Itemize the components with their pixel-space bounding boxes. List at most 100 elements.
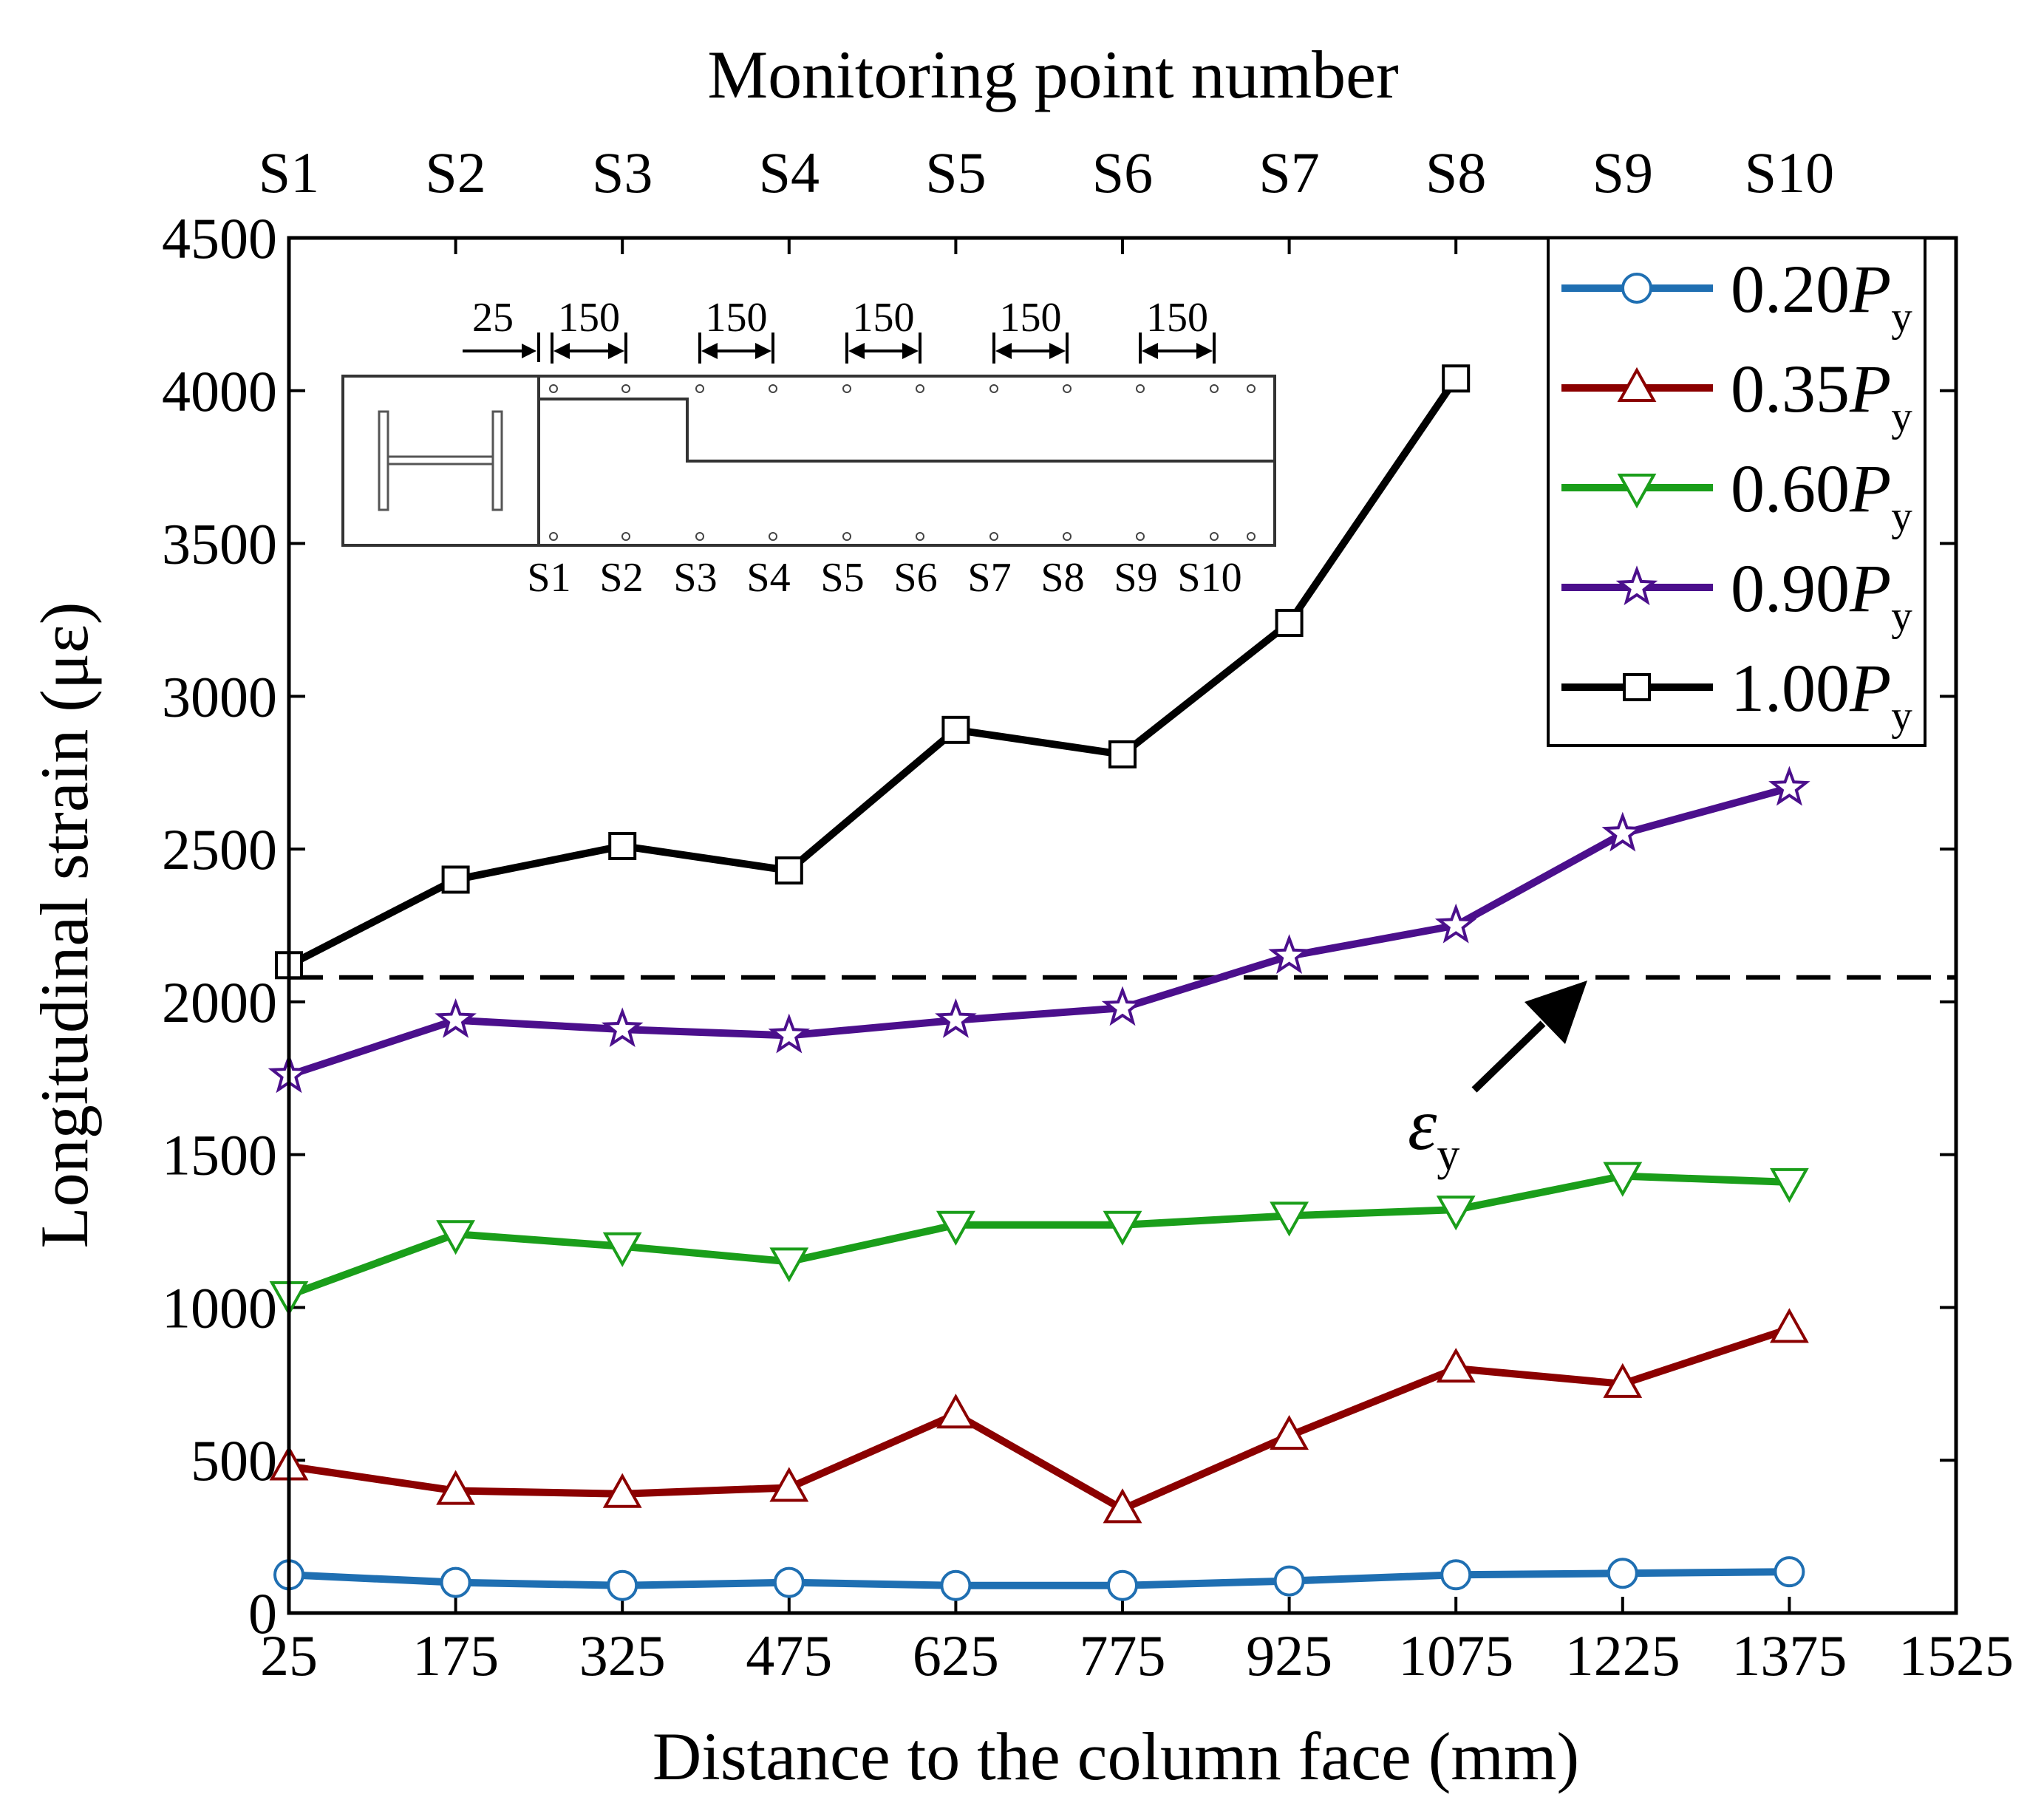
marker-triangle-up [936,1394,975,1429]
marker-triangle-down [436,1220,476,1255]
inset-gauge-top [769,384,777,393]
inset-gauge-bottom [916,532,924,541]
inset-gauge-top [916,384,924,393]
marker-triangle-down [769,1247,809,1283]
marker-triangle-down [1270,1201,1309,1237]
top-tick-label: S7 [1258,140,1319,205]
marker-triangle-down [936,1210,975,1246]
inset-dim-label: 150 [1146,295,1208,341]
top-tick-label: S5 [925,140,986,205]
legend-item: 0.20Py [1561,251,1912,341]
inset-gauge-bottom [842,532,851,541]
y-tick-label: 4000 [162,359,277,423]
y-tick-label: 3500 [162,512,277,576]
inset-gauge-bottom [549,532,558,541]
inset-dim-label: 25 [472,295,514,341]
marker-star [1601,811,1644,852]
marker-star [601,1007,644,1048]
legend-label: 0.35Py [1731,351,1912,440]
marker-star [768,1013,811,1054]
marker-square [608,831,637,860]
x-tick-label: 625 [913,1623,999,1688]
x-tick-label: 775 [1080,1623,1166,1688]
inset-gauge-bottom [1063,532,1072,541]
inset-gauge-top [1247,384,1256,393]
inset-dim-arrowhead [608,343,624,359]
plot-frame [287,236,1958,1615]
inset-dim-label: 150 [706,295,768,341]
legend-item: 1.00Py [1561,650,1912,740]
yield-label: εy [1408,1083,1459,1180]
x-tick-label: 475 [746,1623,832,1688]
inset-dim-arrowhead [1196,343,1213,359]
inset-gauge-top [1210,384,1219,393]
inset-point-label: S7 [967,555,1011,601]
inset-dim-arrowhead [995,343,1012,359]
series-line [287,376,1459,969]
top-tick-label: S9 [1592,140,1653,205]
x-tick-label: 25 [260,1623,318,1688]
marker-star [1615,565,1658,606]
inset-gauge-bottom [695,532,704,541]
marker-triangle-up [1769,1308,1809,1343]
inset-point-label: S4 [746,555,790,601]
y-tick-label: 1500 [162,1123,277,1187]
marker-triangle-up [1103,1488,1142,1524]
legend-item: 0.90Py [1561,550,1912,640]
x-tick-label: 1075 [1398,1623,1513,1688]
inset-dim-arrowhead [1049,343,1066,359]
inset-gauge-top [695,384,704,393]
inset-dim-arrowhead [848,343,865,359]
x-tick-label: 175 [412,1623,499,1688]
series-020Py [273,1556,1805,1601]
yield-arrow-shaft [1471,1020,1546,1093]
marker-triangle-up [769,1467,809,1502]
marker-triangle-up [1270,1415,1309,1450]
inset-gauge-top [1063,384,1072,393]
marker-circle [940,1569,972,1601]
x-tick-label: 925 [1246,1623,1332,1688]
inset-gauge-bottom [1136,532,1145,541]
y-tick-label: 500 [191,1428,277,1493]
inset-gauge-top [621,384,630,393]
inset-i-flange-left [378,410,389,511]
inset-point-label: S6 [893,555,937,601]
inset-point-label: S9 [1114,555,1157,601]
marker-circle [1273,1565,1305,1597]
marker-circle [1440,1559,1472,1591]
y-tick-label: 3000 [162,664,277,729]
y-tick-label: 1000 [162,1275,277,1340]
marker-triangle-down [602,1232,642,1267]
x-axis-title: Distance to the column face (mm) [653,1719,1579,1794]
marker-triangle-up [1617,366,1657,402]
marker-square [774,856,803,885]
legend-item: 0.60Py [1561,451,1912,540]
top-tick-label: S4 [759,140,820,205]
marker-star [935,998,977,1038]
top-tick-label: S6 [1092,140,1153,205]
inset-gauge-bottom [989,532,998,541]
x-tick-label: 1525 [1898,1623,2014,1688]
legend: 0.20Py 0.35Py 0.60Py 0.90Py 1.00Py [1547,236,1927,747]
inset-dim-arrowhead [553,343,570,359]
top-tick-label: S10 [1745,140,1834,205]
top-tick-label: S3 [592,140,653,205]
y-axis-title: Longitudinal strain (με) [27,602,102,1249]
series-060Py [269,1162,1809,1316]
marker-circle [1774,1556,1805,1588]
series-090Py [268,766,1810,1094]
inset-dim-arrowhead [1142,343,1158,359]
inset-gauge-bottom [621,532,630,541]
inset-dim-arrowhead [755,343,771,359]
marker-triangle-down [1603,1162,1643,1197]
marker-triangle-down [1617,474,1657,509]
y-tick-label: 0 [248,1581,277,1646]
series-line [288,1568,1790,1589]
top-tick-label: S8 [1425,140,1486,205]
inset-point-label: S10 [1177,555,1241,601]
top-axis-title: Monitoring point number [707,37,1398,112]
inset-point-label: S1 [527,555,570,601]
legend-item: 0.35Py [1561,351,1912,440]
marker-square [1442,364,1471,393]
yield-annotation: εy [1408,981,1587,1180]
